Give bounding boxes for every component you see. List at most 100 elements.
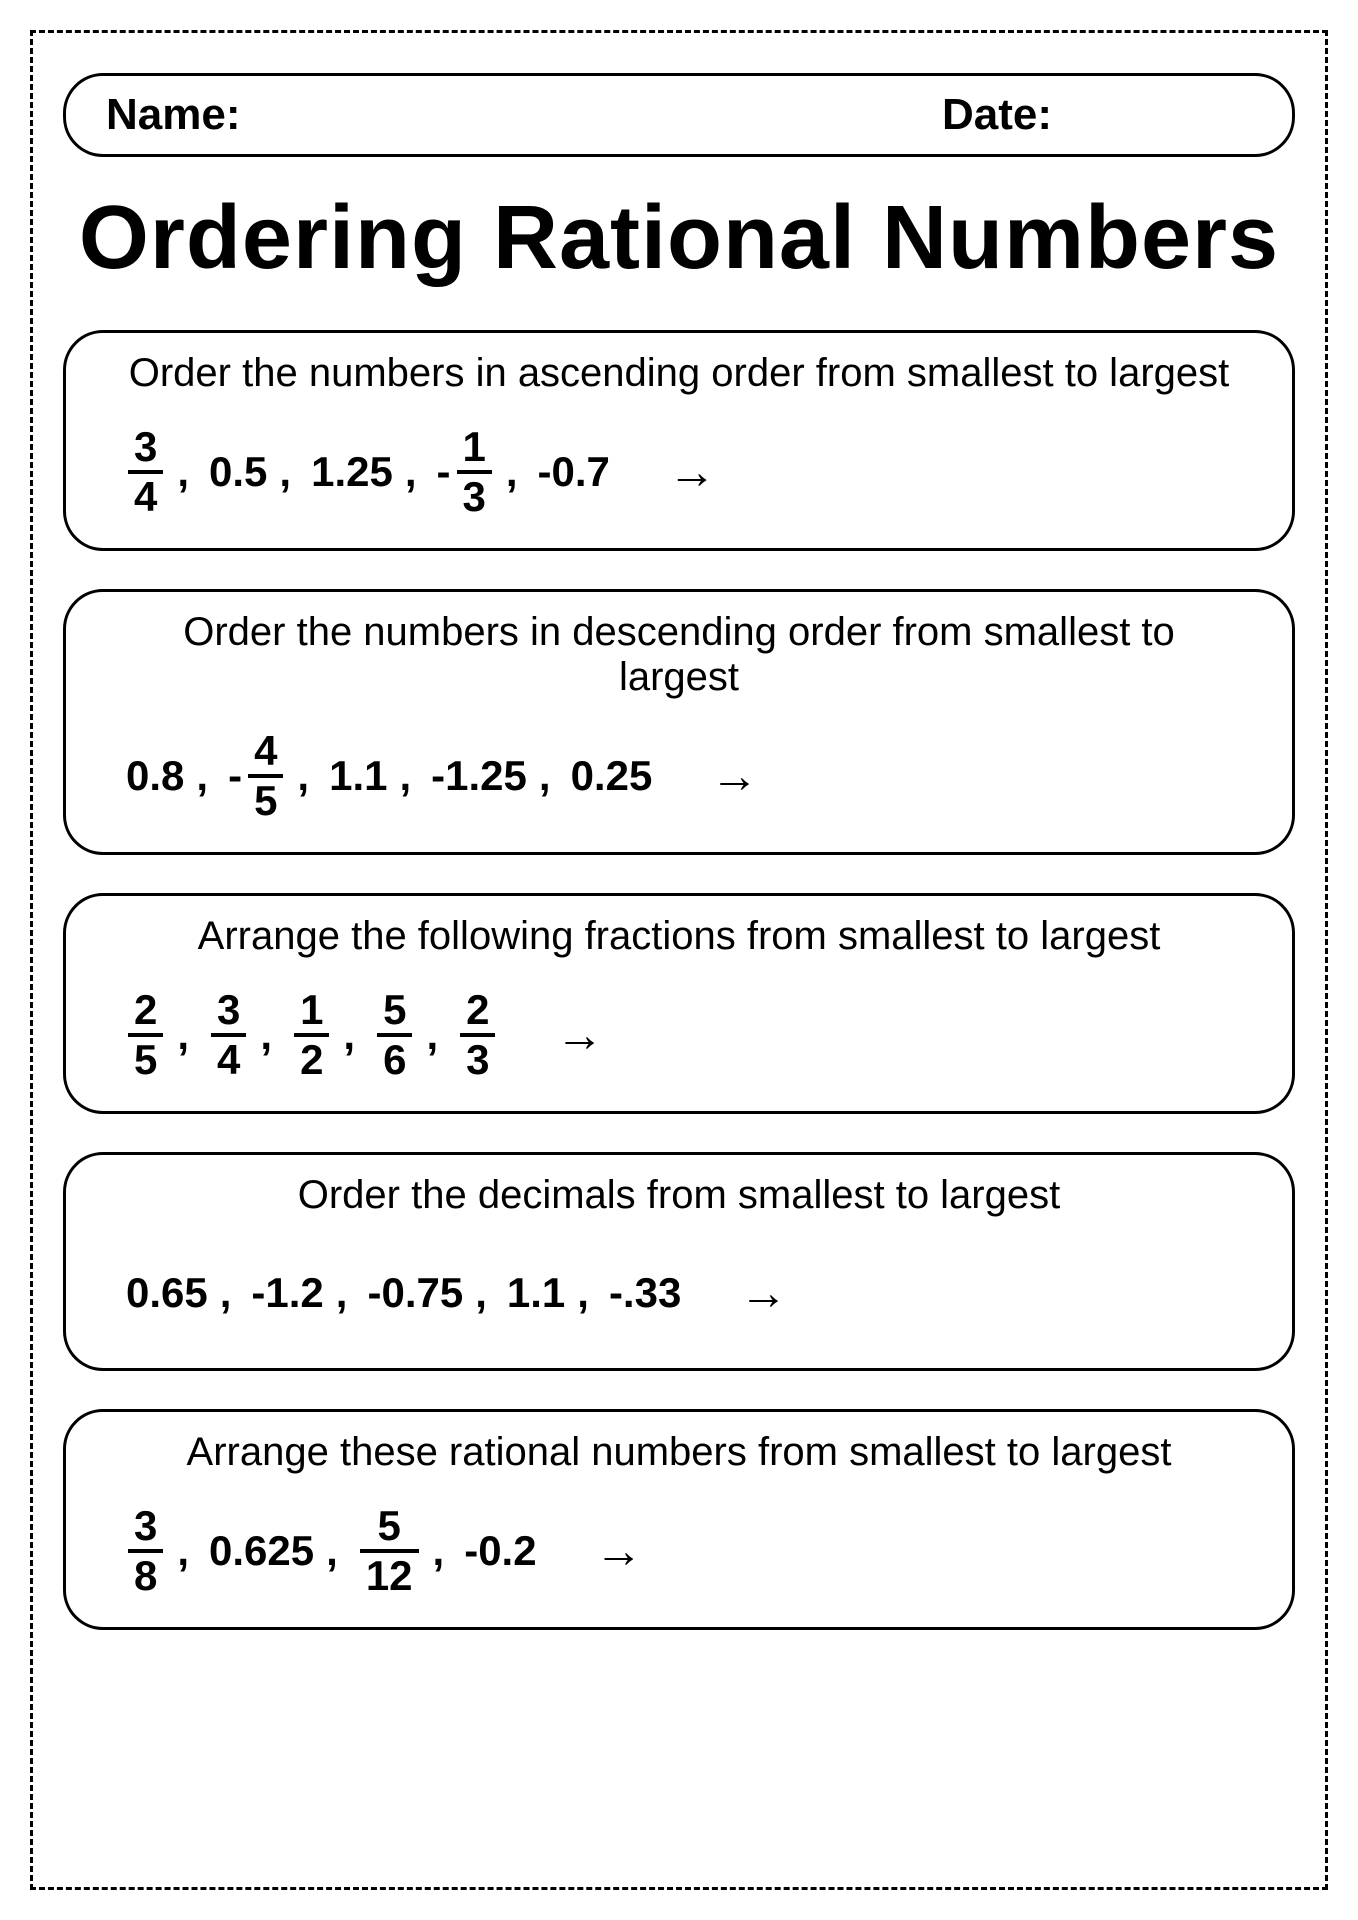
problem-instruction: Arrange these rational numbers from smal… — [106, 1430, 1252, 1475]
numerator: 3 — [128, 426, 163, 470]
separator: , — [506, 448, 518, 496]
arrow-icon: → — [739, 1266, 787, 1321]
negative-fraction: -13 — [437, 426, 494, 518]
page-title: Ordering Rational Numbers — [63, 187, 1295, 290]
numerator: 4 — [248, 730, 283, 774]
fraction-body: 25 — [128, 989, 163, 1081]
worksheet-page: Name: Date: Ordering Rational Numbers Or… — [30, 30, 1328, 1890]
problem-box: Order the numbers in descending order fr… — [63, 589, 1295, 855]
problem-instruction: Arrange the following fractions from sma… — [106, 914, 1252, 959]
problems-container: Order the numbers in ascending order fro… — [63, 330, 1295, 1630]
problem-box: Order the decimals from smallest to larg… — [63, 1152, 1295, 1371]
numerator: 5 — [377, 989, 412, 1033]
problem-values: 0.65,-1.2,-0.75,1.1,-.33→ — [106, 1248, 1252, 1338]
fraction-body: 12 — [294, 989, 329, 1081]
numerator: 5 — [371, 1505, 406, 1549]
fraction: 34 — [209, 989, 248, 1081]
fraction-body: 13 — [457, 426, 492, 518]
numerator: 1 — [457, 426, 492, 470]
denominator: 4 — [128, 470, 163, 518]
separator: , — [475, 1269, 487, 1317]
problem-instruction: Order the numbers in descending order fr… — [106, 610, 1252, 700]
number-value: 0.625 — [209, 1527, 314, 1575]
separator: , — [260, 1011, 272, 1059]
fraction: 56 — [375, 989, 414, 1081]
denominator: 3 — [457, 470, 492, 518]
arrow-icon: → — [710, 749, 758, 804]
minus-sign: - — [228, 752, 242, 800]
number-value: -1.25 — [431, 752, 527, 800]
separator: , — [177, 1527, 189, 1575]
problem-values: 38,0.625,512,-0.2→ — [106, 1505, 1252, 1597]
fraction-body: 56 — [377, 989, 412, 1081]
arrow-icon: → — [555, 1008, 603, 1063]
fraction: 12 — [292, 989, 331, 1081]
number-value: 0.8 — [126, 752, 184, 800]
fraction-body: 38 — [128, 1505, 163, 1597]
number-value: 0.5 — [209, 448, 267, 496]
denominator: 6 — [377, 1033, 412, 1081]
separator: , — [405, 448, 417, 496]
separator: , — [177, 448, 189, 496]
fraction-body: 34 — [128, 426, 163, 518]
number-value: -0.2 — [464, 1527, 536, 1575]
numerator: 3 — [128, 1505, 163, 1549]
minus-sign: - — [437, 448, 451, 496]
problem-values: 0.8,-45,1.1,-1.25,0.25→ — [106, 730, 1252, 822]
fraction: 512 — [358, 1505, 421, 1597]
separator: , — [196, 752, 208, 800]
separator: , — [297, 752, 309, 800]
denominator: 2 — [294, 1033, 329, 1081]
fraction-body: 45 — [248, 730, 283, 822]
fraction: 38 — [126, 1505, 165, 1597]
separator: , — [326, 1527, 338, 1575]
fraction-body: 34 — [211, 989, 246, 1081]
numerator: 3 — [211, 989, 246, 1033]
separator: , — [336, 1269, 348, 1317]
number-value: -1.2 — [251, 1269, 323, 1317]
number-value: -.33 — [609, 1269, 681, 1317]
number-value: 0.25 — [571, 752, 653, 800]
separator: , — [426, 1011, 438, 1059]
problem-box: Order the numbers in ascending order fro… — [63, 330, 1295, 551]
denominator: 12 — [360, 1549, 419, 1597]
number-value: 0.65 — [126, 1269, 208, 1317]
denominator: 5 — [128, 1033, 163, 1081]
problem-box: Arrange these rational numbers from smal… — [63, 1409, 1295, 1630]
fraction: 25 — [126, 989, 165, 1081]
fraction-body: 512 — [360, 1505, 419, 1597]
number-value: 1.1 — [329, 752, 387, 800]
separator: , — [539, 752, 551, 800]
separator: , — [399, 752, 411, 800]
number-value: -0.75 — [367, 1269, 463, 1317]
arrow-icon: → — [668, 445, 716, 500]
separator: , — [279, 448, 291, 496]
fraction: 23 — [458, 989, 497, 1081]
number-value: 1.25 — [311, 448, 393, 496]
separator: , — [220, 1269, 232, 1317]
separator: , — [577, 1269, 589, 1317]
problem-values: 34,0.5,1.25,-13,-0.7→ — [106, 426, 1252, 518]
negative-fraction: -45 — [228, 730, 285, 822]
number-value: -0.7 — [538, 448, 610, 496]
fraction: 34 — [126, 426, 165, 518]
separator: , — [433, 1527, 445, 1575]
arrow-icon: → — [595, 1524, 643, 1579]
problem-box: Arrange the following fractions from sma… — [63, 893, 1295, 1114]
date-label: Date: — [942, 90, 1052, 140]
fraction-body: 23 — [460, 989, 495, 1081]
denominator: 5 — [248, 774, 283, 822]
denominator: 3 — [460, 1033, 495, 1081]
numerator: 2 — [460, 989, 495, 1033]
separator: , — [177, 1011, 189, 1059]
name-label: Name: — [106, 90, 241, 140]
denominator: 4 — [211, 1033, 246, 1081]
separator: , — [343, 1011, 355, 1059]
number-value: 1.1 — [507, 1269, 565, 1317]
problem-instruction: Order the decimals from smallest to larg… — [106, 1173, 1252, 1218]
denominator: 8 — [128, 1549, 163, 1597]
problem-values: 25,34,12,56,23→ — [106, 989, 1252, 1081]
header-row: Name: Date: — [63, 73, 1295, 157]
numerator: 1 — [294, 989, 329, 1033]
problem-instruction: Order the numbers in ascending order fro… — [106, 351, 1252, 396]
